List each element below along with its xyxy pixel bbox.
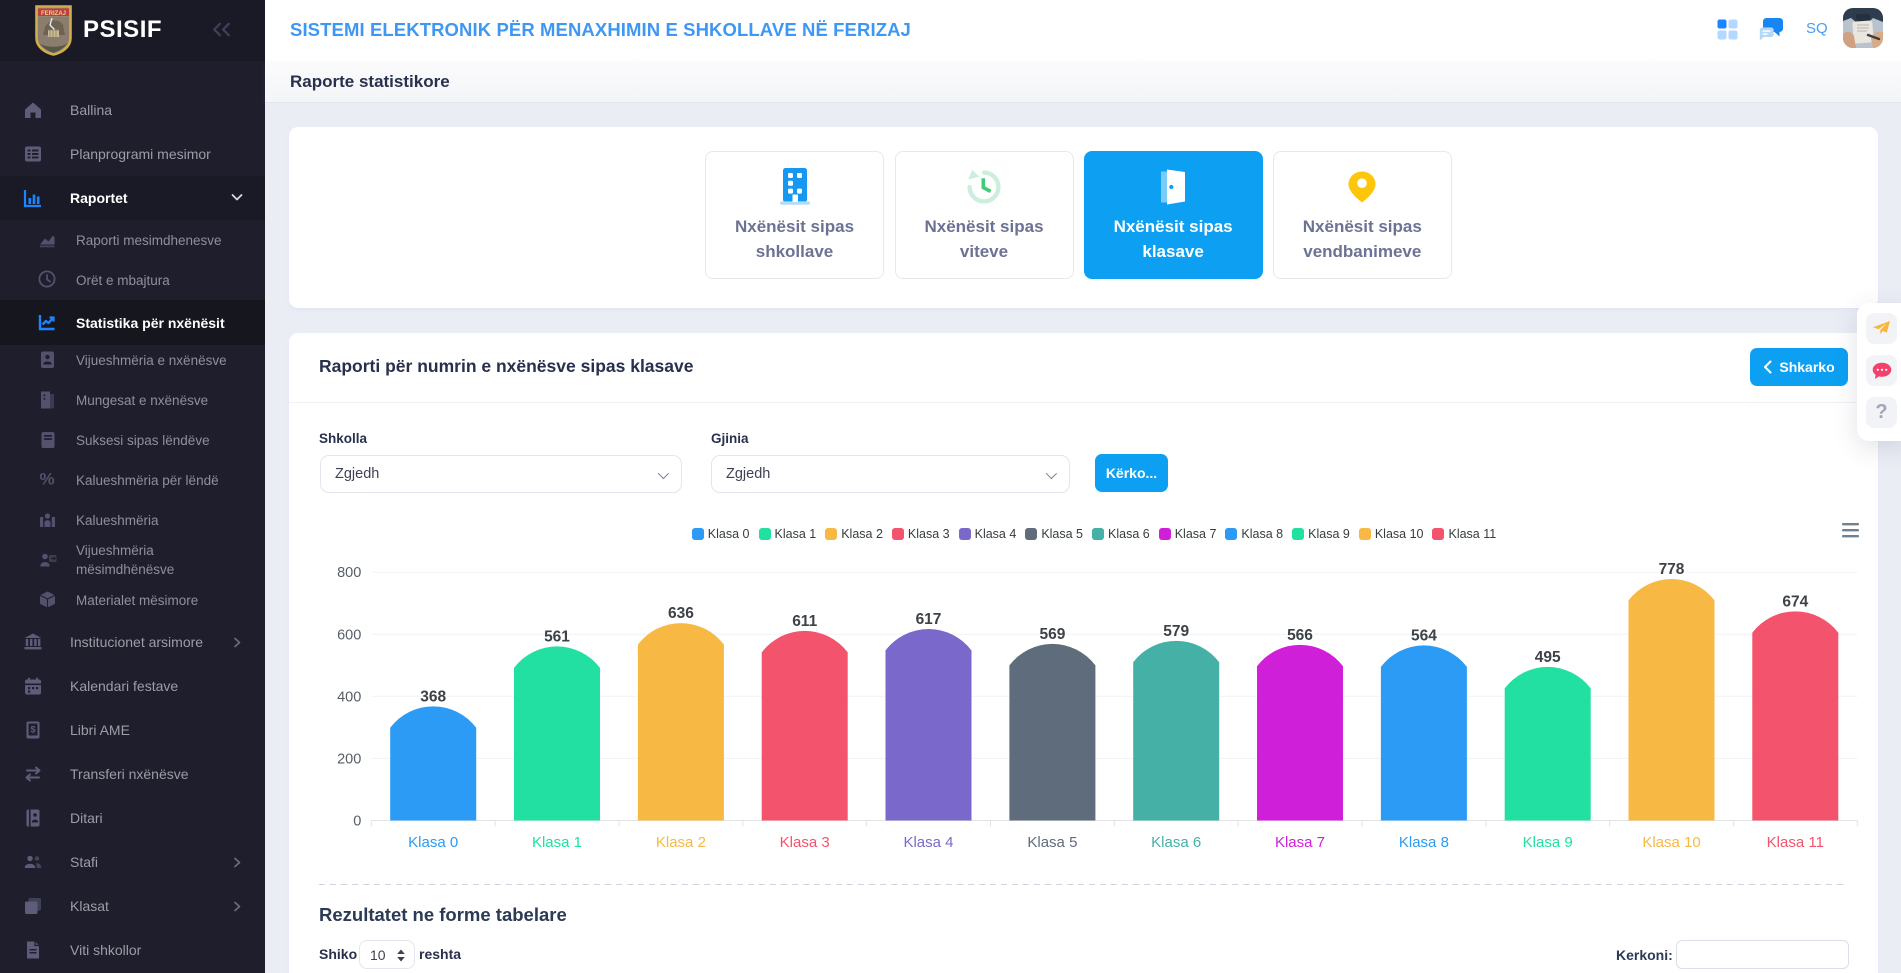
svg-text:800: 800 bbox=[337, 565, 361, 581]
svg-text:Klasa 0: Klasa 0 bbox=[408, 834, 458, 851]
svg-text:611: 611 bbox=[792, 613, 817, 630]
svg-text:564: 564 bbox=[1411, 627, 1437, 644]
svg-text:Klasa 7: Klasa 7 bbox=[1275, 834, 1325, 851]
svg-text:0: 0 bbox=[353, 814, 361, 830]
svg-text:Klasa 10: Klasa 10 bbox=[1642, 834, 1700, 851]
svg-text:Klasa 2: Klasa 2 bbox=[656, 834, 706, 851]
svg-text:636: 636 bbox=[668, 605, 694, 622]
svg-text:$: $ bbox=[30, 725, 35, 735]
svg-text:617: 617 bbox=[916, 611, 942, 628]
svg-text:FERIZAJ: FERIZAJ bbox=[41, 11, 66, 17]
svg-text:Klasa 1: Klasa 1 bbox=[532, 834, 582, 851]
svg-text:400: 400 bbox=[337, 689, 361, 705]
svg-text:Klasa 11: Klasa 11 bbox=[1767, 834, 1824, 851]
svg-text:561: 561 bbox=[544, 628, 570, 645]
svg-text:674: 674 bbox=[1782, 593, 1808, 610]
svg-text:368: 368 bbox=[420, 688, 446, 705]
svg-text:Klasa 8: Klasa 8 bbox=[1399, 834, 1449, 851]
svg-text:569: 569 bbox=[1039, 626, 1065, 643]
svg-text:Klasa 5: Klasa 5 bbox=[1027, 834, 1077, 851]
svg-text:Klasa 4: Klasa 4 bbox=[903, 834, 953, 851]
svg-text:600: 600 bbox=[337, 627, 361, 643]
svg-text:495: 495 bbox=[1535, 649, 1561, 666]
svg-text:778: 778 bbox=[1659, 561, 1685, 578]
svg-text:200: 200 bbox=[337, 751, 361, 767]
svg-text:Klasa 6: Klasa 6 bbox=[1151, 834, 1201, 851]
svg-text:Klasa 9: Klasa 9 bbox=[1523, 834, 1573, 851]
svg-text:566: 566 bbox=[1287, 627, 1313, 644]
svg-text:579: 579 bbox=[1163, 623, 1189, 640]
svg-text:%: % bbox=[39, 470, 54, 489]
svg-text:Klasa 3: Klasa 3 bbox=[780, 834, 830, 851]
